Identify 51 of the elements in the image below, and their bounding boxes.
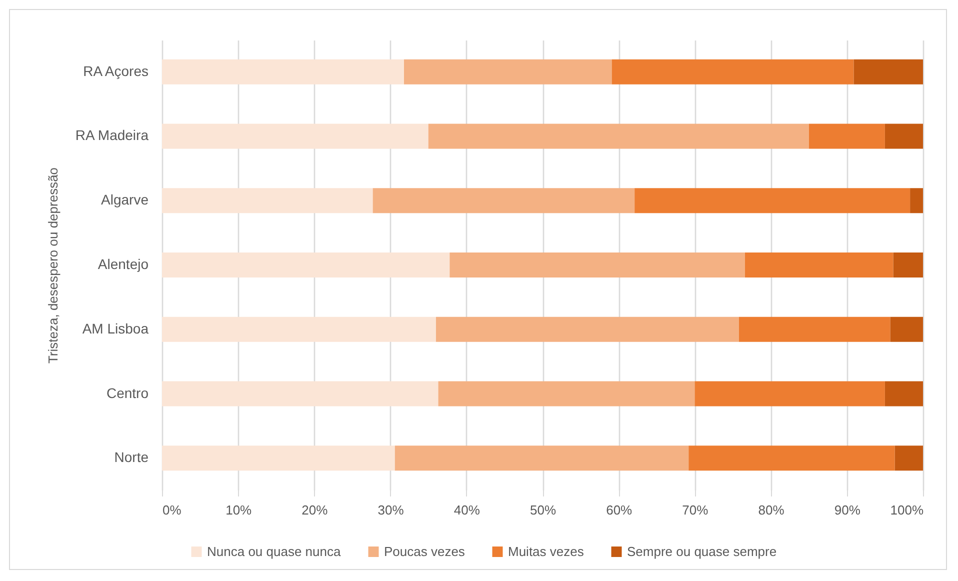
y-tick-label: RA Madeira — [75, 127, 149, 144]
x-tick-label: 70% — [682, 502, 709, 518]
legend-label: Sempre ou quase sempre — [627, 544, 777, 559]
x-tick-label: 0% — [162, 502, 182, 518]
bar — [162, 316, 436, 342]
x-tick-label: 30% — [378, 502, 404, 518]
bar — [884, 381, 923, 406]
y-tick-label: Alentejo — [98, 256, 149, 272]
y-tick-label: Centro — [106, 384, 149, 401]
bar — [162, 188, 373, 214]
bar — [162, 381, 438, 406]
bar — [612, 59, 854, 84]
bar — [890, 316, 923, 342]
bar — [372, 188, 635, 214]
bar — [893, 252, 923, 278]
bar — [744, 252, 894, 278]
x-tick-label: 50% — [530, 502, 556, 518]
bar — [808, 124, 885, 149]
x-tick-label: 90% — [834, 502, 861, 518]
bar — [404, 59, 612, 84]
x-tick-label: 40% — [454, 502, 480, 518]
legend-label: Poucas vezes — [384, 544, 466, 559]
x-tick-label: 100% — [890, 502, 924, 518]
bar — [738, 316, 890, 342]
y-tick-label: RA Açores — [83, 62, 148, 79]
bar — [436, 316, 739, 342]
bar — [634, 188, 910, 214]
y-tick-label: Algarve — [101, 192, 149, 208]
y-tick-label: Norte — [114, 449, 149, 466]
legend-label: Muitas vezes — [508, 544, 584, 559]
legend-label: Nunca ou quase nunca — [207, 544, 342, 559]
bar — [694, 381, 885, 406]
x-tick-label: 60% — [606, 502, 633, 518]
bar — [438, 381, 695, 406]
x-tick-label: 80% — [758, 502, 785, 518]
bar — [854, 59, 923, 84]
x-tick-label: 20% — [302, 502, 328, 518]
bar — [894, 446, 923, 471]
bar — [884, 124, 923, 149]
y-axis-title: Tristeza, desespero ou depressão — [46, 167, 61, 364]
bar — [450, 252, 745, 278]
bar — [162, 252, 450, 278]
bar — [910, 188, 923, 214]
bar — [688, 446, 895, 471]
bar — [162, 446, 395, 471]
bar — [394, 446, 689, 471]
x-tick-label: 10% — [226, 502, 252, 518]
bar — [162, 124, 428, 149]
y-tick-label: AM Lisboa — [82, 320, 149, 336]
bar — [428, 124, 809, 149]
bar — [162, 59, 404, 84]
